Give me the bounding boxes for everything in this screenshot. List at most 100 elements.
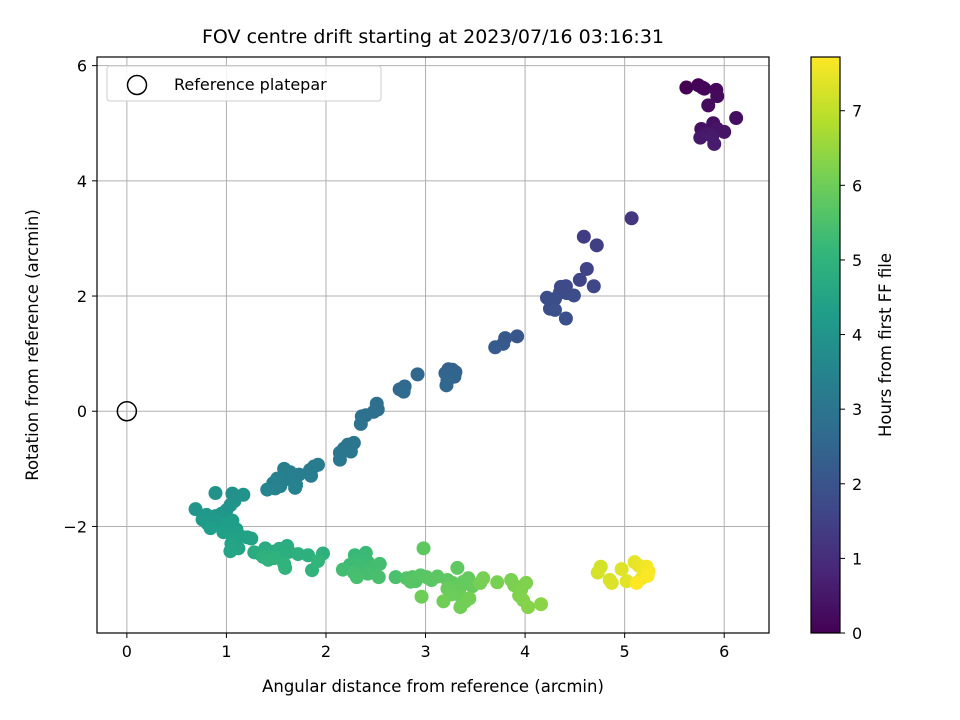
- data-point: [519, 575, 534, 590]
- data-point: [558, 311, 573, 326]
- data-point: [278, 560, 293, 575]
- data-point: [208, 486, 223, 501]
- x-tick-label: 6: [719, 642, 729, 661]
- data-point: [589, 238, 604, 253]
- x-tick-label: 3: [420, 642, 430, 661]
- data-point: [396, 384, 411, 399]
- legend: Reference platepar: [106, 65, 382, 102]
- data-point: [710, 89, 725, 104]
- data-point: [693, 130, 708, 145]
- data-point: [436, 594, 451, 609]
- data-point: [414, 589, 429, 604]
- plot-frame: [96, 56, 770, 634]
- data-point: [223, 544, 238, 559]
- colorbar-frame: [810, 56, 841, 634]
- data-point: [188, 502, 203, 517]
- data-point: [244, 531, 259, 546]
- data-point: [476, 571, 491, 586]
- data-point: [277, 461, 292, 476]
- data-point: [462, 591, 477, 606]
- colorbar-tick-label: 6: [852, 176, 862, 195]
- data-point: [701, 98, 716, 113]
- colorbar-tick-label: 7: [852, 102, 862, 121]
- data-point: [304, 468, 319, 483]
- data-point: [288, 480, 303, 495]
- data-point: [410, 367, 425, 382]
- data-point: [729, 111, 744, 126]
- data-point: [624, 211, 639, 226]
- data-point: [450, 560, 465, 575]
- data-point: [566, 288, 581, 303]
- colorbar-tick-label: 1: [852, 549, 862, 568]
- data-points: [188, 78, 744, 615]
- y-tick-label: 0: [77, 402, 87, 421]
- data-point: [534, 597, 549, 612]
- x-tick-label: 5: [620, 642, 630, 661]
- data-point: [547, 302, 562, 317]
- data-point: [453, 600, 468, 615]
- x-tick-label: 2: [321, 642, 331, 661]
- colorbar-label: Hours from first FF file: [876, 253, 895, 437]
- data-point: [332, 452, 347, 467]
- data-point: [371, 570, 386, 585]
- data-point: [590, 565, 605, 580]
- data-point: [576, 229, 591, 244]
- colorbar-tick-label: 5: [852, 251, 862, 270]
- colorbar-tick-label: 4: [852, 326, 862, 345]
- legend-reference-marker: [126, 74, 148, 96]
- data-point: [717, 124, 732, 139]
- data-point: [604, 575, 619, 590]
- data-point: [203, 521, 218, 536]
- x-axis-ticks: 0 1 2 3 4 5 6: [122, 633, 729, 661]
- data-point: [510, 329, 525, 344]
- data-point: [349, 570, 364, 585]
- data-point: [260, 482, 275, 497]
- plot-area: 0 1 2 3 4 5 6 −2 0 2 4 6: [63, 56, 770, 661]
- data-point: [216, 525, 231, 540]
- data-point: [439, 378, 454, 393]
- colorbar-gradient: [811, 57, 840, 633]
- legend-box: [106, 65, 382, 102]
- data-point: [343, 444, 358, 459]
- data-point: [586, 279, 601, 294]
- data-point: [640, 568, 655, 583]
- colorbar-ticks: 0 1 2 3 4 5 6 7: [840, 102, 862, 643]
- legend-label: Reference platepar: [174, 75, 327, 94]
- plot-background: [97, 57, 769, 633]
- data-point: [311, 554, 326, 568]
- data-point: [629, 575, 644, 590]
- data-point: [579, 261, 594, 276]
- colorbar-tick-label: 0: [852, 624, 862, 643]
- data-point: [614, 562, 629, 577]
- data-point: [353, 416, 368, 431]
- y-tick-label: 6: [77, 57, 87, 76]
- data-point: [335, 562, 350, 577]
- data-point: [488, 340, 503, 355]
- colorbar-tick-label: 2: [852, 475, 862, 494]
- data-point: [697, 81, 712, 96]
- colorbar: 0 1 2 3 4 5 6 7 Hours from first FF file: [810, 56, 895, 643]
- chart-title: FOV centre drift starting at 2023/07/16 …: [202, 26, 664, 48]
- y-tick-label: 4: [77, 172, 87, 191]
- data-point: [360, 566, 375, 581]
- reference-platepar-marker: [116, 400, 138, 422]
- data-point: [388, 570, 403, 585]
- data-point: [403, 574, 418, 589]
- y-tick-label: 2: [77, 287, 87, 306]
- y-axis-ticks: −2 0 2 4 6: [63, 57, 97, 536]
- data-point: [572, 272, 587, 287]
- data-point: [372, 556, 387, 571]
- data-point: [521, 600, 536, 615]
- y-tick-label: −2: [63, 517, 87, 536]
- data-point: [679, 80, 694, 95]
- y-axis-label: Rotation from reference (arcmin): [23, 209, 42, 481]
- data-point: [490, 575, 505, 590]
- colorbar-tick-label: 3: [852, 400, 862, 419]
- x-axis-label: Angular distance from reference (arcmin): [262, 677, 604, 696]
- x-tick-label: 4: [520, 642, 530, 661]
- x-tick-label: 0: [122, 642, 132, 661]
- x-tick-label: 1: [221, 642, 231, 661]
- data-point: [416, 541, 431, 556]
- data-point: [707, 136, 722, 151]
